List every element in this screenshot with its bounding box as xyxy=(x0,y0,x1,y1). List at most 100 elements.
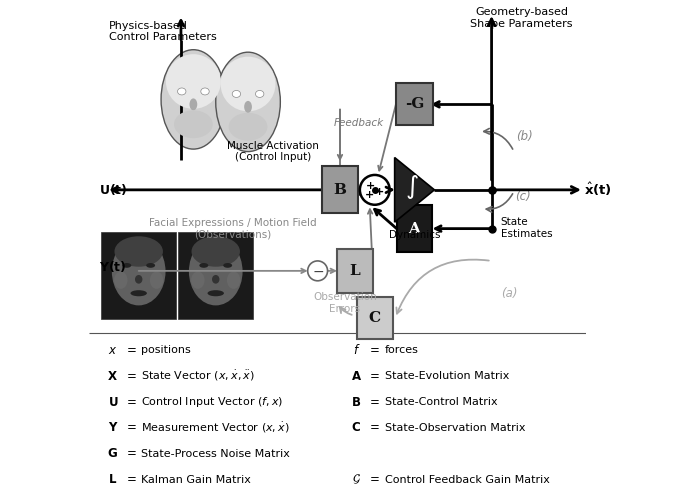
FancyArrowPatch shape xyxy=(354,188,358,195)
Text: $\mathbf{C}$: $\mathbf{C}$ xyxy=(352,421,361,434)
Ellipse shape xyxy=(232,90,240,97)
Ellipse shape xyxy=(174,110,213,138)
Polygon shape xyxy=(395,158,435,222)
Text: C: C xyxy=(369,311,381,325)
Ellipse shape xyxy=(229,113,267,141)
Text: Muscle Activation
(Control Input): Muscle Activation (Control Input) xyxy=(227,141,319,163)
Text: Kalman Gain Matrix: Kalman Gain Matrix xyxy=(141,475,251,485)
Text: $\mathbf{A}$: $\mathbf{A}$ xyxy=(351,370,362,383)
Text: Dynamics: Dynamics xyxy=(389,230,440,240)
Text: $\mathbf{B}$: $\mathbf{B}$ xyxy=(351,396,361,409)
FancyArrowPatch shape xyxy=(375,209,397,229)
FancyArrowPatch shape xyxy=(433,101,439,107)
Text: =: = xyxy=(126,473,136,486)
Ellipse shape xyxy=(150,271,163,289)
Ellipse shape xyxy=(212,275,219,284)
Text: =: = xyxy=(126,396,136,409)
Text: =: = xyxy=(126,344,136,357)
Ellipse shape xyxy=(216,52,280,152)
FancyArrowPatch shape xyxy=(435,226,491,232)
Ellipse shape xyxy=(223,263,232,268)
Text: Control Feedback Gain Matrix: Control Feedback Gain Matrix xyxy=(385,475,549,485)
FancyArrowPatch shape xyxy=(378,104,396,170)
Text: =: = xyxy=(370,344,380,357)
Text: $\mathbf{Y}$: $\mathbf{Y}$ xyxy=(107,421,118,434)
Text: =: = xyxy=(370,473,380,486)
Ellipse shape xyxy=(221,57,275,111)
Text: +: + xyxy=(375,187,384,197)
Text: State-Evolution Matrix: State-Evolution Matrix xyxy=(385,371,509,381)
Ellipse shape xyxy=(244,101,252,113)
Ellipse shape xyxy=(190,98,197,110)
Text: (a): (a) xyxy=(502,287,518,300)
Text: (c): (c) xyxy=(516,190,531,203)
FancyArrowPatch shape xyxy=(491,186,578,193)
Text: Physics-based
Control Parameters: Physics-based Control Parameters xyxy=(109,21,217,42)
Text: $f$: $f$ xyxy=(352,343,360,357)
FancyArrowPatch shape xyxy=(338,109,342,159)
Text: =: = xyxy=(126,421,136,434)
Text: Facial Expressions / Motion Field
(Observations): Facial Expressions / Motion Field (Obser… xyxy=(149,218,317,240)
Ellipse shape xyxy=(146,263,155,268)
Bar xyxy=(322,166,358,214)
FancyArrowPatch shape xyxy=(368,209,373,271)
Text: $\mathbf{G}$: $\mathbf{G}$ xyxy=(107,447,118,460)
FancyArrowPatch shape xyxy=(488,19,495,180)
Bar xyxy=(337,248,373,293)
Circle shape xyxy=(308,261,327,281)
Text: =: = xyxy=(370,370,380,383)
Text: =: = xyxy=(126,447,136,460)
Text: Control Input Vector $(f, x)$: Control Input Vector $(f, x)$ xyxy=(141,395,284,409)
Ellipse shape xyxy=(122,263,131,268)
Ellipse shape xyxy=(112,238,165,305)
Text: forces: forces xyxy=(385,345,418,355)
Ellipse shape xyxy=(189,238,242,305)
Bar xyxy=(178,233,253,319)
Text: $x$: $x$ xyxy=(108,344,117,357)
Text: (b): (b) xyxy=(516,130,533,143)
Text: State-Process Noise Matrix: State-Process Noise Matrix xyxy=(141,449,290,459)
Text: +: + xyxy=(366,181,375,191)
Bar xyxy=(101,233,176,319)
Text: Geometry-based
Shape Parameters: Geometry-based Shape Parameters xyxy=(470,7,572,29)
FancyArrowPatch shape xyxy=(112,187,322,193)
Ellipse shape xyxy=(199,263,209,268)
Text: =: = xyxy=(370,421,380,434)
Text: $\mathbf{X}$: $\mathbf{X}$ xyxy=(107,370,118,383)
Text: $\mathbf{L}$: $\mathbf{L}$ xyxy=(108,473,117,486)
Text: B: B xyxy=(333,183,346,197)
Bar xyxy=(397,205,433,252)
Bar xyxy=(357,297,393,339)
Text: +: + xyxy=(365,190,375,200)
Text: Observation
Errors: Observation Errors xyxy=(313,292,377,314)
Ellipse shape xyxy=(130,290,147,296)
Text: $-$: $-$ xyxy=(312,264,324,278)
Text: State-Observation Matrix: State-Observation Matrix xyxy=(385,423,525,433)
Text: State-Control Matrix: State-Control Matrix xyxy=(385,397,497,407)
FancyArrowPatch shape xyxy=(327,269,335,273)
Text: Feedback: Feedback xyxy=(334,118,384,128)
Text: -G: -G xyxy=(405,97,424,111)
Text: $\mathbf{U(t)}$: $\mathbf{U(t)}$ xyxy=(99,182,128,197)
Bar xyxy=(396,83,433,125)
FancyArrowPatch shape xyxy=(178,20,184,40)
Circle shape xyxy=(360,175,389,205)
Text: =: = xyxy=(370,396,380,409)
Text: State
Estimates: State Estimates xyxy=(501,217,552,239)
Text: L: L xyxy=(350,264,360,278)
Text: $\mathbf{U}$: $\mathbf{U}$ xyxy=(107,396,118,409)
Ellipse shape xyxy=(161,50,225,149)
Ellipse shape xyxy=(191,271,205,289)
Ellipse shape xyxy=(192,236,240,267)
Ellipse shape xyxy=(135,275,142,284)
Text: $\int$: $\int$ xyxy=(405,173,419,201)
Text: positions: positions xyxy=(141,345,191,355)
Ellipse shape xyxy=(255,90,264,97)
Ellipse shape xyxy=(114,271,128,289)
Text: Measurement Vector $(x,\dot{x})$: Measurement Vector $(x,\dot{x})$ xyxy=(141,421,290,435)
Text: =: = xyxy=(126,370,136,383)
Ellipse shape xyxy=(115,236,163,267)
Ellipse shape xyxy=(207,290,224,296)
FancyArrowPatch shape xyxy=(386,187,391,193)
FancyArrowPatch shape xyxy=(138,269,306,273)
